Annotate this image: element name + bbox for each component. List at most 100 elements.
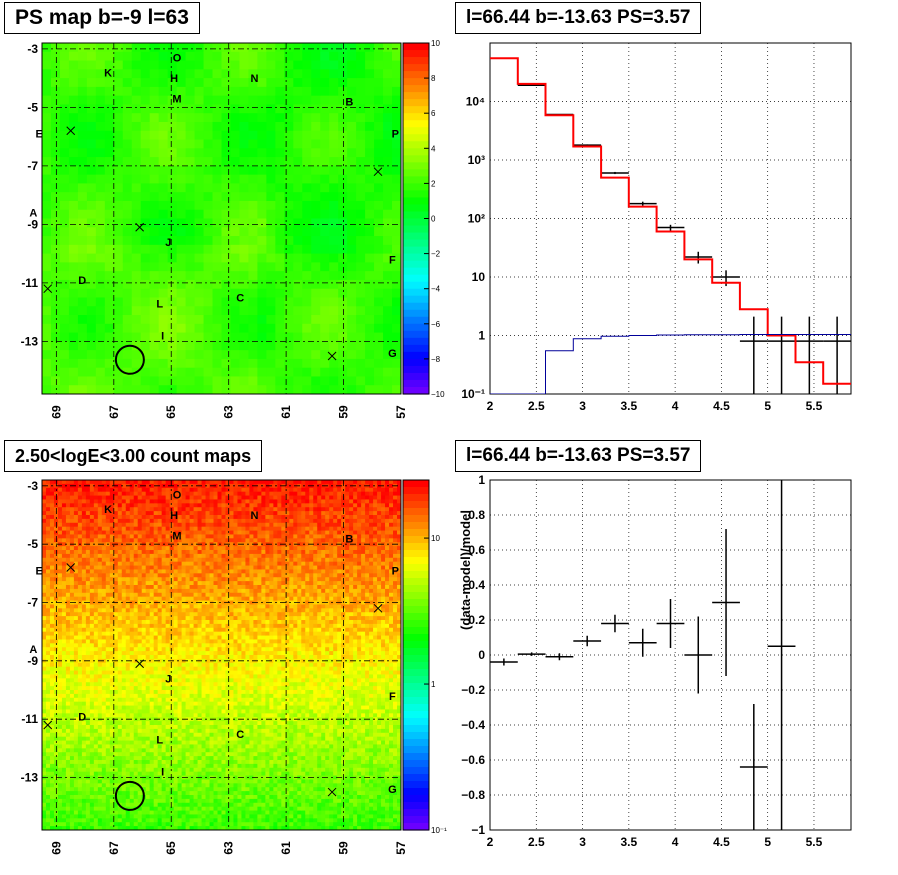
map-cell <box>101 736 107 742</box>
map-cell <box>169 826 175 830</box>
map-cell <box>42 604 47 609</box>
map-cell <box>181 518 187 524</box>
map-cell <box>392 174 401 185</box>
map-cell <box>161 674 167 679</box>
map-cell <box>221 139 232 149</box>
map-cell <box>145 553 151 559</box>
map-cell <box>50 183 61 193</box>
map-cell <box>77 748 83 753</box>
map-cell <box>158 218 169 228</box>
map-cell <box>239 165 250 176</box>
map-cell <box>176 113 187 123</box>
map-cell <box>374 315 384 325</box>
map-cell <box>173 596 179 602</box>
map-cell <box>181 639 187 644</box>
map-cell <box>194 69 205 79</box>
map-cell <box>77 651 83 656</box>
map-cell <box>68 95 79 106</box>
map-cell <box>129 534 135 539</box>
map-cell <box>203 227 214 237</box>
map-cell <box>86 104 97 114</box>
map-cell <box>185 253 196 263</box>
map-cell <box>141 573 147 578</box>
map-cell <box>347 323 357 334</box>
map-cell <box>140 227 151 237</box>
map-cell <box>149 157 160 167</box>
map-cell <box>77 814 83 819</box>
map-cell <box>101 779 107 784</box>
map-cell <box>85 756 91 761</box>
map-cell <box>329 192 339 202</box>
map-cell <box>149 728 155 734</box>
map-cell <box>97 783 103 788</box>
map-cell <box>149 542 155 547</box>
map-cell <box>45 483 51 489</box>
map-cell <box>221 288 232 299</box>
map-cell <box>177 674 183 679</box>
map-cell <box>117 655 123 660</box>
map-cell <box>181 701 187 707</box>
map-cell <box>65 818 71 823</box>
map-cell <box>45 647 51 652</box>
map-cell <box>329 121 339 132</box>
map-cell <box>133 783 139 788</box>
map-cell <box>73 534 79 539</box>
map-cell <box>181 480 187 485</box>
map-cell <box>49 495 55 501</box>
map-cell <box>42 487 47 493</box>
map-cell <box>157 814 163 819</box>
map-cell <box>93 515 99 520</box>
map-cell <box>137 771 143 777</box>
map-cell <box>95 78 106 88</box>
map-cell <box>69 569 75 574</box>
map-cell <box>97 822 103 827</box>
map-cell <box>113 592 119 598</box>
map-cell <box>141 721 147 726</box>
map-cell <box>145 585 151 590</box>
map-cell <box>149 518 155 524</box>
map-cell <box>57 546 63 551</box>
map-cell <box>161 565 167 571</box>
map-cell <box>125 491 131 497</box>
map-cell <box>320 367 330 378</box>
map-cell <box>105 639 111 644</box>
map-cell <box>221 69 232 79</box>
map-cell <box>161 701 167 707</box>
map-cell <box>149 385 160 394</box>
map-cell <box>137 561 143 567</box>
map-cell <box>65 798 71 804</box>
map-cell <box>141 713 147 718</box>
map-cell <box>203 297 214 307</box>
map-cell <box>284 130 294 141</box>
map-cell <box>85 487 91 493</box>
map-cell <box>194 78 205 88</box>
map-cell <box>57 787 63 792</box>
map-cell <box>61 810 67 816</box>
map-cell <box>173 647 179 652</box>
map-cell <box>356 60 366 70</box>
map-cell <box>57 748 63 753</box>
map-cell <box>181 736 187 742</box>
map-cell <box>212 385 223 394</box>
map-cell <box>248 288 258 299</box>
map-cell <box>57 503 63 508</box>
map-cell <box>145 802 151 808</box>
map-cell <box>85 526 91 532</box>
map-cell <box>153 585 159 590</box>
map-cell <box>97 503 103 508</box>
map-cell <box>125 577 131 582</box>
map-cell <box>61 596 67 602</box>
map-cell <box>173 515 179 520</box>
map-cell <box>101 487 107 493</box>
map-cell <box>145 518 151 524</box>
map-cell <box>165 732 171 738</box>
map-cell <box>65 616 71 621</box>
map-cell <box>140 95 151 106</box>
map-cell <box>113 43 124 53</box>
map-cell <box>181 643 187 648</box>
map-cell <box>69 771 75 777</box>
colorbar-band <box>403 337 429 346</box>
map-cell <box>97 756 103 761</box>
map-cell <box>105 530 111 536</box>
map-cell <box>49 725 55 730</box>
